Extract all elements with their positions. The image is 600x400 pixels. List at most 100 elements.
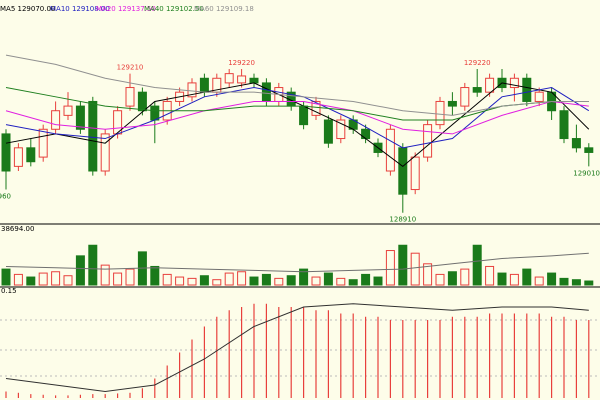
candle-body [472, 87, 482, 93]
bar [249, 276, 259, 286]
bar [497, 272, 507, 286]
candle-body [447, 100, 457, 107]
bar [125, 268, 135, 286]
candle-body [460, 87, 470, 107]
line [5, 252, 589, 273]
legend-entry: MA5 129070.00 [0, 5, 55, 13]
candle-body [38, 128, 48, 158]
bar [261, 273, 271, 286]
candle-body [385, 128, 395, 172]
candle-body [311, 100, 321, 116]
candle-body [423, 124, 433, 158]
candle-body [485, 77, 495, 93]
candle-body [100, 133, 110, 172]
bar [373, 276, 383, 286]
candle-body [323, 119, 333, 144]
candle-body [410, 156, 420, 191]
bar [286, 275, 296, 286]
bar [88, 244, 98, 286]
bar [534, 276, 544, 286]
legend-entry: MA60 129109.18 [194, 5, 254, 13]
bar [13, 273, 23, 286]
candle-body [571, 138, 581, 149]
bar [299, 268, 309, 286]
line [5, 54, 589, 116]
candle-body [26, 147, 36, 163]
bar [199, 275, 209, 286]
candle-body [509, 77, 519, 89]
candle-body [187, 82, 197, 98]
candle-body [63, 105, 73, 116]
candle-body [261, 82, 271, 102]
bar [559, 277, 569, 286]
bar [571, 279, 581, 286]
candle-body [559, 110, 569, 140]
candle-body [13, 147, 23, 167]
line [5, 303, 589, 393]
bar [237, 271, 247, 286]
candle-body [237, 75, 247, 84]
bar [26, 276, 36, 286]
annotation: 129220 [464, 59, 491, 67]
candle-body [224, 73, 234, 84]
bar [274, 277, 284, 286]
candle-body [249, 77, 259, 84]
bar [472, 244, 482, 286]
candle-body [137, 91, 147, 112]
bar [1, 268, 11, 286]
bar [113, 272, 123, 286]
candle-body [584, 147, 594, 153]
bar [460, 268, 470, 286]
bar [63, 275, 73, 286]
candle-body [398, 147, 408, 195]
candle-body [1, 133, 11, 172]
candle-body [88, 100, 98, 172]
pane-label: 38694.00 [1, 225, 34, 233]
candle-body [361, 128, 371, 140]
annotation: 129210 [117, 64, 144, 72]
legend-entry: MA20 129137.50 [96, 5, 156, 13]
candle-body [435, 100, 445, 126]
candle-body [299, 105, 309, 126]
bar [336, 277, 346, 286]
bar [435, 273, 445, 286]
bar [509, 273, 519, 286]
bar [175, 276, 185, 286]
bar [410, 252, 420, 286]
bar [547, 272, 557, 286]
bar [398, 244, 408, 286]
annotation: 129220 [228, 59, 255, 67]
candle-body [199, 77, 209, 93]
bar [150, 265, 160, 286]
annotation: 128960 [0, 193, 11, 201]
bar [311, 276, 321, 286]
bar [385, 250, 395, 286]
bar [522, 268, 532, 286]
bar [224, 272, 234, 286]
candle-body [75, 105, 85, 130]
annotation: 128910 [389, 216, 416, 224]
candle-body [150, 105, 160, 121]
bar [75, 255, 85, 286]
bar [38, 272, 48, 286]
legend-entry: MA40 129102.50 [144, 5, 204, 13]
bar [323, 272, 333, 286]
bar [584, 280, 594, 286]
legend-entry: MA10 129108.00 [50, 5, 110, 13]
bar [361, 273, 371, 286]
bar [100, 264, 110, 286]
pane-label: 0.15 [1, 287, 17, 295]
candle-body [125, 87, 135, 107]
bar [212, 279, 222, 286]
candle-body [336, 119, 346, 140]
line [5, 100, 589, 135]
candle-body [51, 110, 61, 130]
bar [423, 263, 433, 286]
candle-body [522, 77, 532, 102]
bar [447, 271, 457, 286]
bar [348, 279, 358, 286]
annotation: 129010 [573, 169, 600, 177]
